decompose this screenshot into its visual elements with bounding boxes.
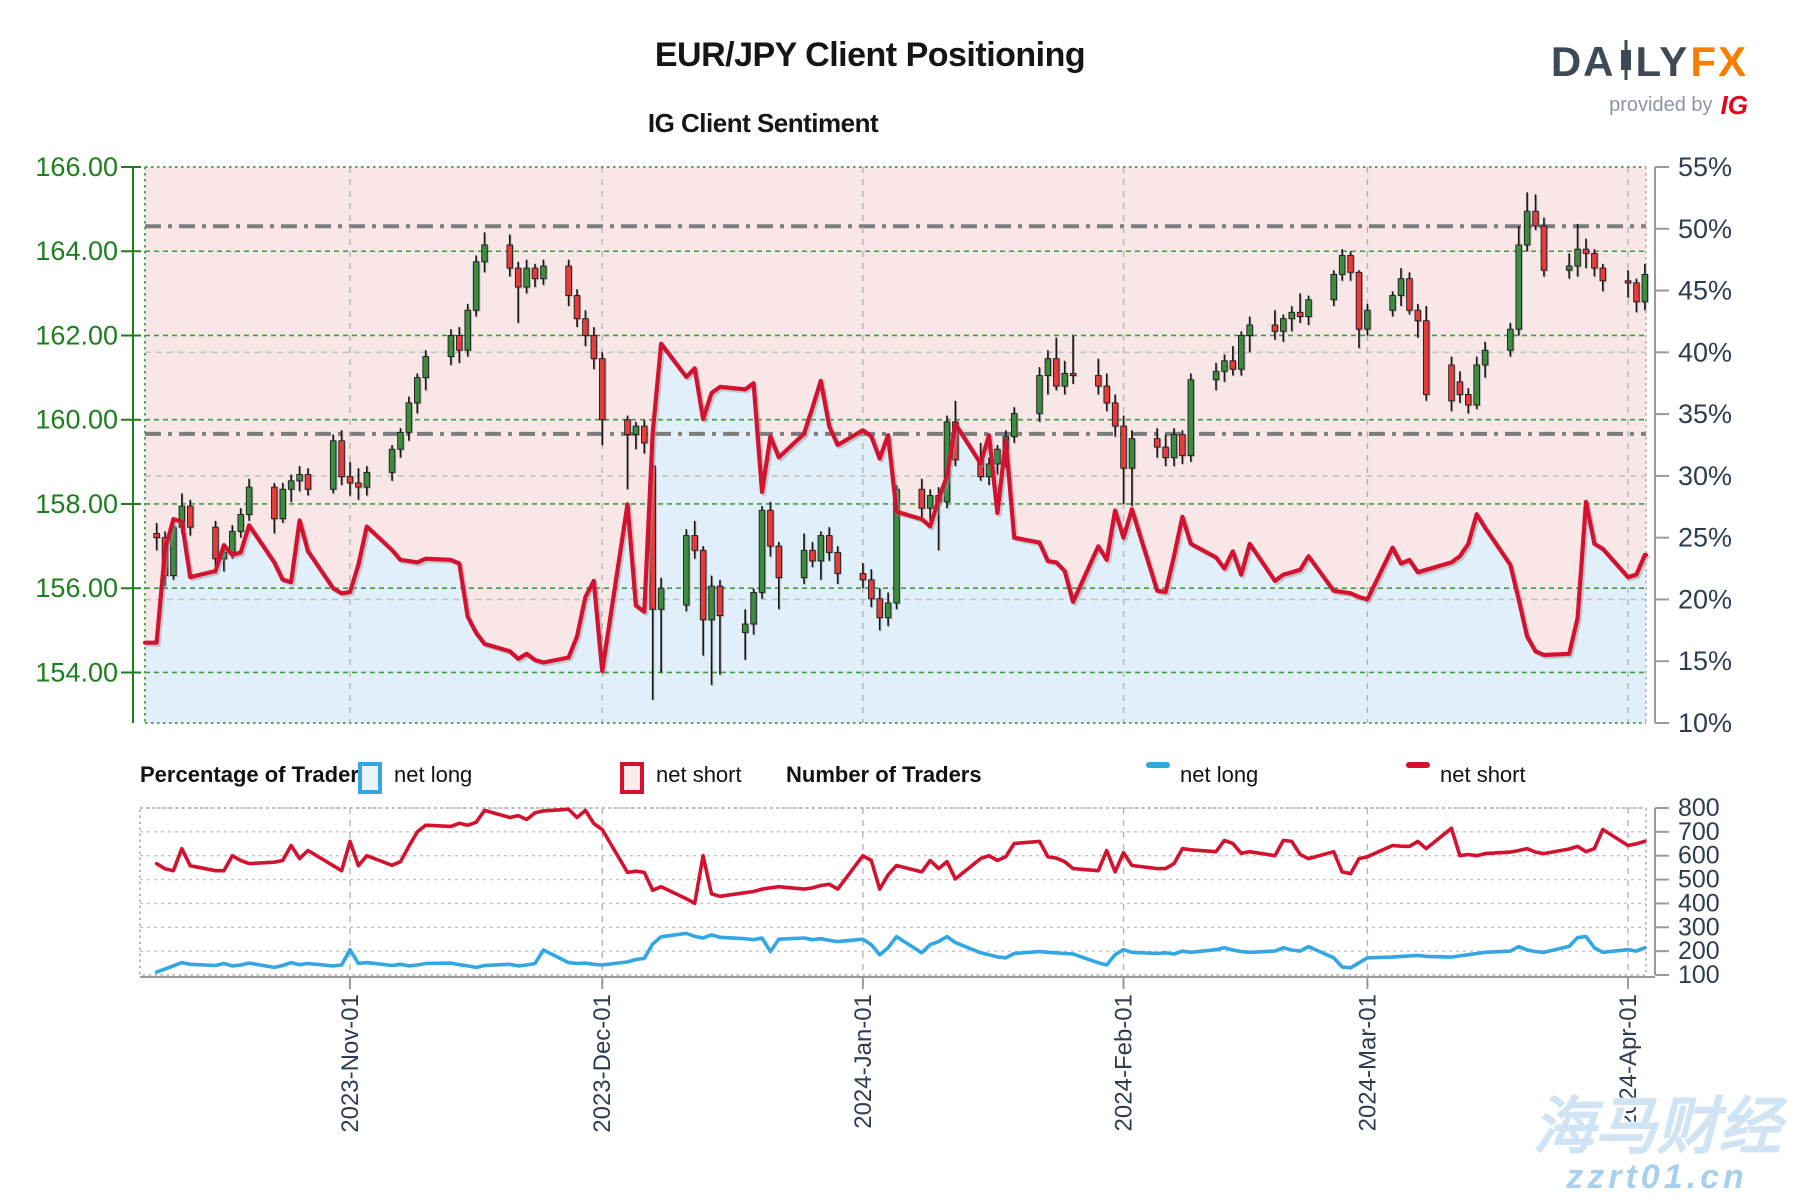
dailyfx-wordmark: DA LY FX: [1551, 40, 1748, 84]
svg-text:500: 500: [1678, 866, 1720, 894]
candlestick-icon: [1619, 40, 1633, 84]
svg-text:200: 200: [1678, 937, 1720, 965]
svg-text:2024-Feb-01: 2024-Feb-01: [1111, 994, 1138, 1131]
page-title: EUR/JPY Client Positioning: [654, 36, 1086, 74]
svg-text:10%: 10%: [1678, 708, 1732, 738]
legend-net-short-pct: net short: [656, 762, 742, 787]
ig-logo: IG: [1720, 90, 1748, 120]
svg-text:166.00: 166.00: [35, 152, 118, 182]
net-short-line-swatch: [1406, 762, 1430, 768]
net-long-line-swatch: [1146, 762, 1170, 768]
legend-net-long-pct: net long: [394, 762, 473, 787]
legend-group-pct: Percentage of Traders: [140, 762, 372, 787]
svg-text:35%: 35%: [1678, 399, 1732, 429]
legend-net-short-count: net short: [1440, 762, 1526, 787]
logo-tagline: provided by IG: [1551, 92, 1748, 118]
logo-text-da: DA: [1550, 38, 1616, 85]
count-line-net-long: [154, 931, 1647, 974]
dailyfx-logo: DA LY FX provided by IG: [1551, 40, 1748, 118]
svg-text:158.00: 158.00: [35, 489, 118, 519]
provided-by-text: provided by: [1609, 94, 1713, 116]
watermark-cn: 海马财经: [1532, 1093, 1781, 1163]
svg-text:156.00: 156.00: [35, 573, 118, 603]
plot-borders: [139, 166, 1647, 976]
svg-text:2024-Jan-01: 2024-Jan-01: [850, 994, 877, 1129]
svg-text:300: 300: [1678, 913, 1720, 941]
svg-text:50%: 50%: [1678, 214, 1732, 244]
svg-text:100: 100: [1678, 961, 1720, 989]
svg-text:400: 400: [1678, 889, 1720, 917]
svg-text:2024-Mar-01: 2024-Mar-01: [1354, 994, 1381, 1131]
axes-layer: 166.00 164.00 162.00 160.00 158.00 156.00 154.…: [35, 152, 1732, 1133]
watermark: 海马财经 zzrt01.cn: [1522, 1095, 1792, 1196]
svg-text:600: 600: [1678, 842, 1720, 870]
svg-text:154.00: 154.00: [35, 657, 118, 687]
candles-layer: [153, 192, 1649, 700]
net-short-area-swatch: [620, 762, 644, 794]
svg-text:2024-Apr-01: 2024-Apr-01: [1615, 994, 1642, 1127]
svg-text:2023-Dec-01: 2023-Dec-01: [589, 994, 616, 1133]
net-long-pct-line: [142, 341, 1649, 674]
chart-subtitle: IG Client Sentiment: [647, 108, 879, 138]
svg-text:160.00: 160.00: [35, 405, 118, 435]
svg-text:700: 700: [1678, 818, 1720, 846]
subtitle-wrap: IG Client Sentiment: [0, 108, 1526, 139]
svg-text:45%: 45%: [1678, 276, 1732, 306]
legend-net-long-count: net long: [1180, 762, 1259, 787]
count-line-net-short: [154, 807, 1647, 906]
svg-text:55%: 55%: [1678, 152, 1732, 182]
svg-text:40%: 40%: [1678, 337, 1732, 367]
net-long-area-swatch: [358, 762, 382, 794]
svg-text:30%: 30%: [1678, 461, 1732, 491]
svg-text:20%: 20%: [1678, 584, 1732, 614]
svg-text:2023-Nov-01: 2023-Nov-01: [337, 994, 364, 1133]
title-wrap: EUR/JPY Client Positioning: [0, 36, 1740, 75]
svg-text:800: 800: [1678, 794, 1720, 822]
logo-text-ly: LY: [1635, 38, 1690, 85]
logo-text-fx: FX: [1690, 38, 1748, 85]
svg-text:15%: 15%: [1678, 646, 1732, 676]
svg-text:25%: 25%: [1678, 523, 1732, 553]
sentiment-fill-layer: [145, 167, 1646, 723]
trader-count-lines: [154, 807, 1647, 974]
svg-text:162.00: 162.00: [35, 320, 118, 350]
watermark-url: zzrt01.cn: [1566, 1158, 1748, 1197]
chart-legend: Percentage of Traders net long net short…: [0, 756, 1800, 796]
svg-text:164.00: 164.00: [35, 236, 118, 266]
legend-group-count: Number of Traders: [786, 762, 982, 787]
